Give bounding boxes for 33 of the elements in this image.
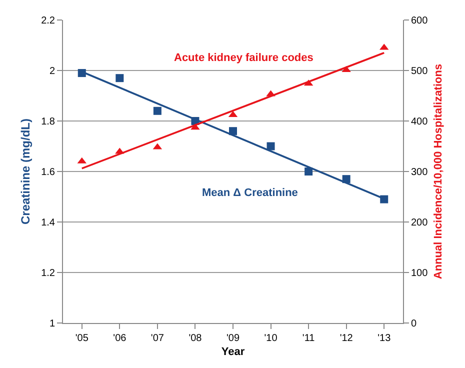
y-tick-label: 1.4 bbox=[41, 218, 56, 228]
y-tick-label: 1.6 bbox=[41, 167, 56, 178]
series-label: Mean Δ Creatinine bbox=[202, 187, 298, 199]
y-axis-title: Creatinine (mg/dL) bbox=[18, 118, 32, 225]
point bbox=[304, 168, 313, 176]
point bbox=[229, 127, 237, 136]
point bbox=[116, 74, 124, 82]
point bbox=[266, 142, 275, 150]
y-tick-label: 1.2 bbox=[41, 268, 56, 279]
x-tick-label: '08 bbox=[188, 333, 202, 344]
y2-tick-label: 100 bbox=[411, 268, 428, 279]
y2-axis-title: Annual Incidence/10,000 Hospitalizations bbox=[432, 64, 444, 280]
point bbox=[153, 106, 162, 115]
x-tick-label: '12 bbox=[340, 333, 354, 344]
y-tick-label: 1.8 bbox=[41, 116, 56, 128]
x-tick-label: '05 bbox=[75, 333, 89, 344]
y2-tick-label: 300 bbox=[411, 167, 428, 178]
x-tick-label: '11 bbox=[302, 333, 316, 344]
y2-tick-label: 0 bbox=[411, 318, 417, 330]
x-tick-label: '13 bbox=[378, 333, 392, 344]
y-tick-label: 1 bbox=[49, 318, 56, 330]
y2-tick-label: 400 bbox=[411, 116, 428, 128]
x-tick-label: '09 bbox=[226, 333, 240, 344]
y2-tick-label: 600 bbox=[411, 16, 428, 26]
x-tick-label: '10 bbox=[264, 333, 278, 344]
y-tick-label: 2.2 bbox=[41, 16, 56, 26]
y2-tick-label: 200 bbox=[411, 218, 428, 228]
y-tick-label: 2 bbox=[49, 66, 56, 77]
x-tick-label: '07 bbox=[150, 333, 164, 344]
x-tick-label: '06 bbox=[113, 333, 127, 344]
y2-tick-label: 500 bbox=[411, 66, 428, 77]
series-label: Acute kidney failure codes bbox=[174, 52, 314, 64]
x-axis-title: Year bbox=[221, 346, 246, 358]
